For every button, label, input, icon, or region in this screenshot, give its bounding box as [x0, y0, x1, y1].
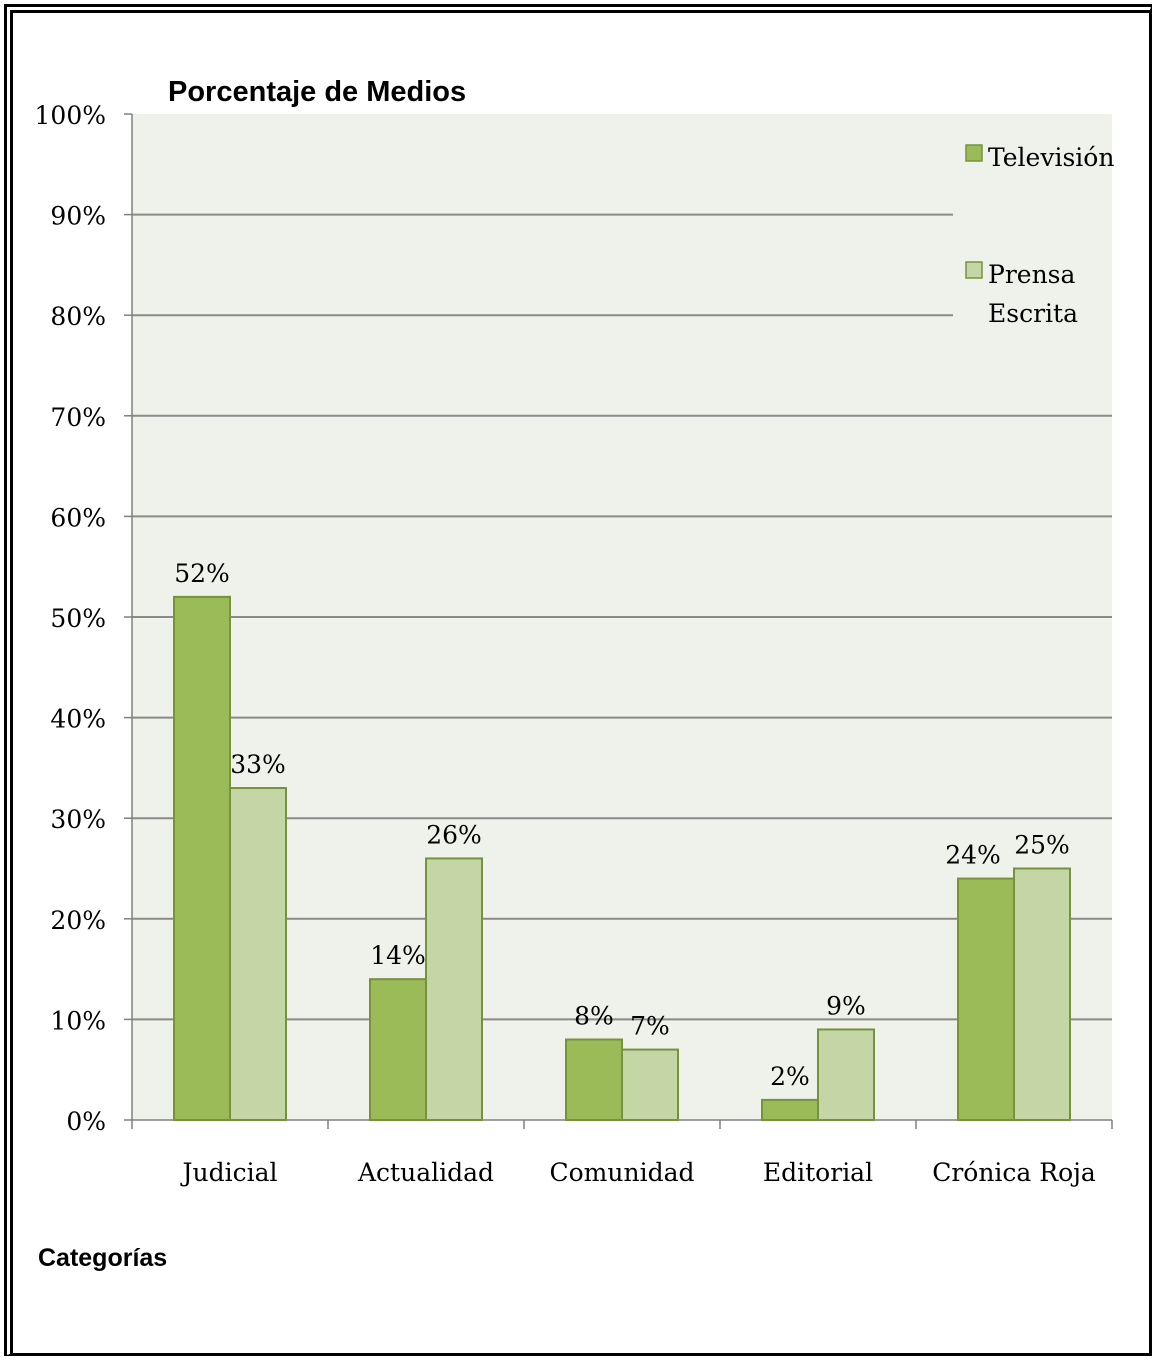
- y-tick-label: 100%: [35, 101, 106, 130]
- bar: [621, 1048, 679, 1121]
- data-label: 24%: [945, 841, 1001, 870]
- data-label: 33%: [230, 750, 286, 779]
- bar: [1013, 867, 1071, 1121]
- y-tick-label: 70%: [50, 403, 106, 432]
- y-tick-label: 20%: [50, 906, 106, 935]
- data-label: 8%: [574, 1002, 614, 1031]
- legend-swatch: [965, 261, 983, 279]
- x-tick-label: Judicial: [179, 1158, 277, 1187]
- x-tick-label: Comunidad: [550, 1158, 695, 1187]
- bar: [565, 1038, 623, 1122]
- data-label: 7%: [630, 1012, 670, 1041]
- bar: [425, 857, 483, 1121]
- legend-swatch: [965, 144, 983, 162]
- y-tick-label: 0%: [66, 1107, 106, 1136]
- y-tick-label: 60%: [50, 503, 106, 532]
- data-label: 25%: [1014, 831, 1070, 860]
- bar: [229, 787, 287, 1122]
- bar: [173, 595, 231, 1121]
- data-label: 14%: [370, 941, 426, 970]
- x-tick-label: Editorial: [763, 1158, 873, 1187]
- bar: [957, 877, 1015, 1121]
- bar: [761, 1098, 819, 1122]
- bar: [817, 1028, 875, 1121]
- y-tick-label: 30%: [50, 805, 106, 834]
- y-tick-label: 10%: [50, 1006, 106, 1035]
- x-axis-title: Categorías: [38, 1244, 167, 1272]
- gridlines: [132, 213, 1112, 1021]
- data-label: 2%: [770, 1062, 810, 1091]
- y-tick-label: 50%: [50, 604, 106, 633]
- legend-label: Prensa: [988, 260, 1075, 289]
- legend-label: Televisión: [988, 143, 1114, 172]
- data-label: 26%: [426, 820, 482, 849]
- x-tick-label: Actualidad: [357, 1158, 494, 1187]
- data-labels: 52% 14% 8% 2% 24% 33% 26% 7% 9% 25%: [174, 559, 1070, 1091]
- legend: Televisión Prensa Escrita: [965, 143, 1114, 328]
- data-label: 9%: [826, 991, 866, 1020]
- legend-label: Escrita: [988, 299, 1078, 328]
- y-tick-label: 80%: [50, 302, 106, 331]
- x-axis: Judicial Actualidad Comunidad Editorial Crón…: [131, 1119, 1113, 1187]
- data-label: 52%: [174, 559, 230, 588]
- y-tick-label: 40%: [50, 705, 106, 734]
- bars: [173, 595, 1071, 1122]
- bar: [369, 978, 427, 1121]
- y-axis: 0% 10% 20% 30% 40% 50% 60% 70% 80% 90% 100%: [35, 101, 133, 1136]
- x-tick-label: Crónica Roja: [932, 1158, 1096, 1187]
- chart-frame: [4, 4, 1152, 1356]
- y-tick-label: 90%: [50, 202, 106, 231]
- chart-title: Porcentaje de Medios: [168, 76, 466, 108]
